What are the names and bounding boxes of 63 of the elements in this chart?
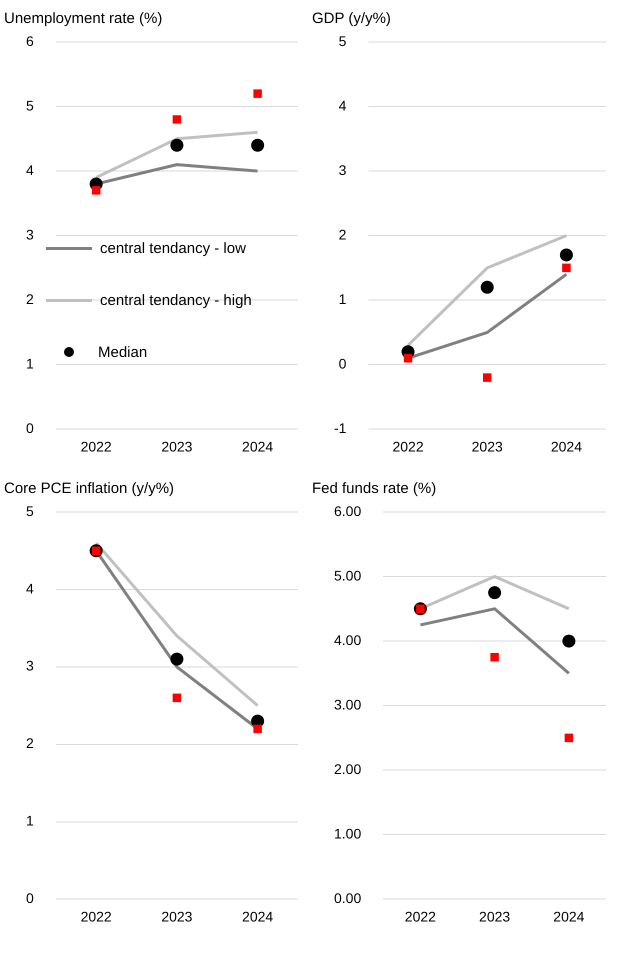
y-tick-label: 4.00 <box>334 632 362 648</box>
y-tick-label: 3.00 <box>334 696 362 712</box>
y-tick-label: 3 <box>26 658 34 674</box>
y-tick-label: 1.00 <box>334 826 362 842</box>
x-tick-label: 2022 <box>80 908 112 924</box>
point <box>172 115 182 124</box>
x-tick-label: 2022 <box>80 438 112 454</box>
y-tick-label: 1 <box>26 812 34 829</box>
point <box>170 138 184 152</box>
legend-label: Median <box>98 344 148 360</box>
y-tick-label: 0.00 <box>334 890 362 906</box>
x-tick-label: 2023 <box>161 438 193 454</box>
point <box>564 734 574 742</box>
y-tick-label: 1 <box>338 290 347 307</box>
point <box>253 89 262 98</box>
legend-label: central tendancy - low <box>100 240 246 256</box>
x-tick-label: 2022 <box>392 438 424 454</box>
chart-title: Core PCE inflation (y/y%) <box>4 480 174 498</box>
chart-title: Fed funds rate (%) <box>312 480 436 498</box>
y-tick-label: 2 <box>26 735 34 752</box>
y-tick-label: 5.00 <box>334 567 362 584</box>
point <box>92 186 100 195</box>
point <box>490 652 499 662</box>
y-tick-label: 5 <box>338 32 347 49</box>
x-tick-label: 2024 <box>242 438 274 454</box>
point <box>170 652 184 666</box>
y-tick-label: 4 <box>26 580 34 596</box>
y-tick-label: 6 <box>26 32 34 49</box>
point <box>251 138 264 152</box>
chart-title: GDP (y/y%) <box>312 10 391 28</box>
legend-label: central tendancy - high <box>100 292 252 308</box>
point <box>253 724 262 734</box>
x-tick-label: 2024 <box>550 438 582 454</box>
y-tick-label: 3 <box>26 226 34 242</box>
point <box>172 694 182 702</box>
y-tick-label: -1 <box>334 420 347 436</box>
x-tick-label: 2023 <box>161 908 193 924</box>
y-tick-label: 3 <box>338 162 347 178</box>
x-tick-label: 2023 <box>479 908 510 924</box>
point <box>560 248 573 262</box>
y-tick-label: 2.00 <box>334 760 362 777</box>
point <box>488 586 502 600</box>
point <box>482 373 492 382</box>
x-tick-label: 2024 <box>553 908 585 924</box>
x-tick-label: 2022 <box>404 908 436 924</box>
y-tick-label: 2 <box>26 290 34 307</box>
point <box>562 634 576 648</box>
y-tick-label: 4 <box>338 97 347 114</box>
y-tick-label: 0 <box>26 420 34 436</box>
y-tick-label: 2 <box>338 226 347 242</box>
point <box>404 354 412 362</box>
y-tick-label: 5 <box>26 97 34 114</box>
chart-title: Unemployment rate (%) <box>4 10 162 28</box>
y-tick-label: 5 <box>26 502 34 519</box>
point <box>480 280 494 294</box>
point <box>562 264 571 272</box>
y-tick-label: 0 <box>26 890 34 906</box>
y-tick-label: 6.00 <box>334 502 362 519</box>
x-tick-label: 2024 <box>242 908 274 924</box>
y-tick-label: 4 <box>26 162 34 178</box>
y-tick-label: 1 <box>26 356 34 372</box>
y-tick-label: 0 <box>338 356 347 372</box>
x-tick-label: 2023 <box>472 438 504 454</box>
